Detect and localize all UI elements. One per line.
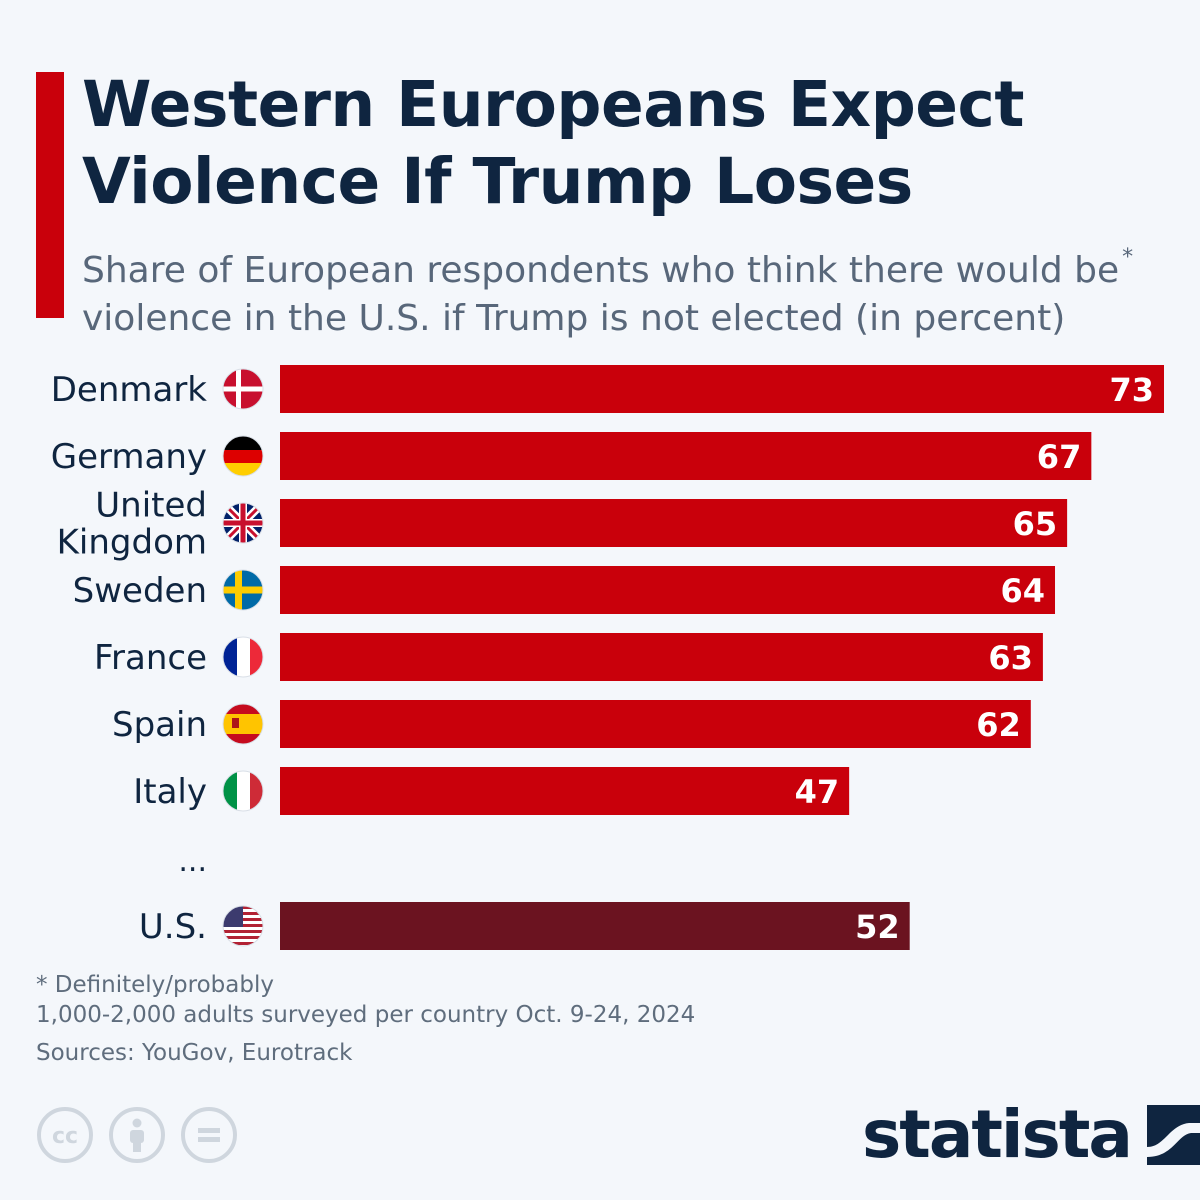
bar-denmark xyxy=(280,365,1164,413)
footnote: * Definitely/probably 1,000-2,000 adults… xyxy=(36,970,936,1030)
value-label-spain: 62 xyxy=(976,706,1021,744)
bar-france xyxy=(280,633,1043,681)
category-label-line: Italy xyxy=(133,772,207,812)
uk-flag-icon-fill xyxy=(223,503,263,543)
bar-italy xyxy=(280,767,850,815)
bar-sweden xyxy=(280,566,1056,614)
category-label-germany: Germany xyxy=(51,437,207,477)
germany-flag-icon-fill xyxy=(223,436,263,476)
value-label-united-kingdom: 65 xyxy=(1013,505,1058,543)
value-label-italy: 47 xyxy=(795,773,840,811)
category-label-italy: Italy xyxy=(133,772,207,812)
statista-logo-icon xyxy=(1146,1105,1200,1165)
value-label-denmark: 73 xyxy=(1109,371,1154,409)
footnote-definition: * Definitely/probably xyxy=(36,972,274,998)
france-flag-icon-outline xyxy=(222,636,264,678)
usa-flag-icon xyxy=(222,905,264,947)
chart-subtitle-line-2: violence in the U.S. if Trump is not ele… xyxy=(82,298,1066,339)
chart-title-line-2: Violence If Trump Loses xyxy=(82,145,913,218)
category-label-line: Spain xyxy=(112,705,207,745)
subtitle-line-1-text: Share of European respondents who think … xyxy=(82,250,1120,291)
spain-flag-icon-outline xyxy=(222,703,264,745)
category-label-line: Denmark xyxy=(51,370,208,410)
license-icons: cc xyxy=(36,1106,238,1164)
sweden-flag-icon xyxy=(222,569,264,611)
category-label-line: Kingdom xyxy=(57,523,207,563)
title-accent-bar xyxy=(36,72,64,318)
italy-flag-icon-fill xyxy=(223,771,263,811)
italy-flag-icon-outline xyxy=(222,770,264,812)
sources-note: Sources: YouGov, Eurotrack xyxy=(36,1040,353,1066)
chart-title: Western Europeans Expect Violence If Tru… xyxy=(82,66,1162,220)
category-label-line: Germany xyxy=(51,437,207,477)
statista-brand[interactable]: statista xyxy=(862,1098,1200,1172)
france-flag-icon-fill xyxy=(223,637,263,677)
attribution-icon[interactable] xyxy=(108,1106,166,1164)
category-label-u-s: U.S. xyxy=(139,907,207,947)
bar-united-kingdom xyxy=(280,499,1068,547)
usa-flag-icon-outline xyxy=(222,905,264,947)
denmark-flag-icon xyxy=(222,368,264,410)
uk-flag-icon-outline xyxy=(222,502,264,544)
chart-subtitle-line-1: Share of European respondents who think … xyxy=(82,234,1182,295)
footnote-survey-info: 1,000-2,000 adults surveyed per country … xyxy=(36,1002,696,1028)
category-label-line: U.S. xyxy=(139,907,207,947)
spain-flag-icon-fill xyxy=(223,704,263,744)
value-label-sweden: 64 xyxy=(1000,572,1045,610)
uk-flag-icon xyxy=(222,502,264,544)
chart-subtitle: Share of European respondents who think … xyxy=(82,234,1182,343)
chart-title-line-1: Western Europeans Expect xyxy=(82,68,1024,141)
gap-marker: ... xyxy=(178,844,207,879)
category-label-united-kingdom: United Kingdom xyxy=(57,486,207,563)
subtitle-asterisk: * xyxy=(1122,245,1134,270)
france-flag-icon xyxy=(222,636,264,678)
spain-flag-icon xyxy=(222,703,264,745)
category-label-line: Sweden xyxy=(73,571,207,611)
category-label-denmark: Denmark xyxy=(51,370,208,410)
denmark-flag-icon-outline xyxy=(222,368,264,410)
category-label-sweden: Sweden xyxy=(73,571,207,611)
category-label-line: France xyxy=(94,638,207,678)
category-label-spain: Spain xyxy=(112,705,207,745)
bar-spain xyxy=(280,700,1031,748)
value-label-u-s: 52 xyxy=(855,908,900,946)
denmark-flag-icon-fill xyxy=(223,369,263,409)
germany-flag-icon-outline xyxy=(222,435,264,477)
sweden-flag-icon-fill xyxy=(223,570,263,610)
statista-wordmark: statista xyxy=(862,1096,1133,1173)
category-label-france: France xyxy=(94,638,207,678)
value-label-germany: 67 xyxy=(1037,438,1082,476)
svg-text:cc: cc xyxy=(52,1124,78,1149)
sweden-flag-icon-outline xyxy=(222,569,264,611)
category-label-line: United xyxy=(95,486,207,526)
bar-chart: 73 Denmark 67 Germany 65 United Kingdom 64 Swede… xyxy=(51,365,1164,950)
germany-flag-icon xyxy=(222,435,264,477)
bar-germany xyxy=(280,432,1092,480)
italy-flag-icon xyxy=(222,770,264,812)
bar-u-s xyxy=(280,902,910,950)
value-label-france: 63 xyxy=(988,639,1033,677)
creative-commons-icon[interactable]: cc xyxy=(36,1106,94,1164)
no-derivatives-icon[interactable] xyxy=(180,1106,238,1164)
